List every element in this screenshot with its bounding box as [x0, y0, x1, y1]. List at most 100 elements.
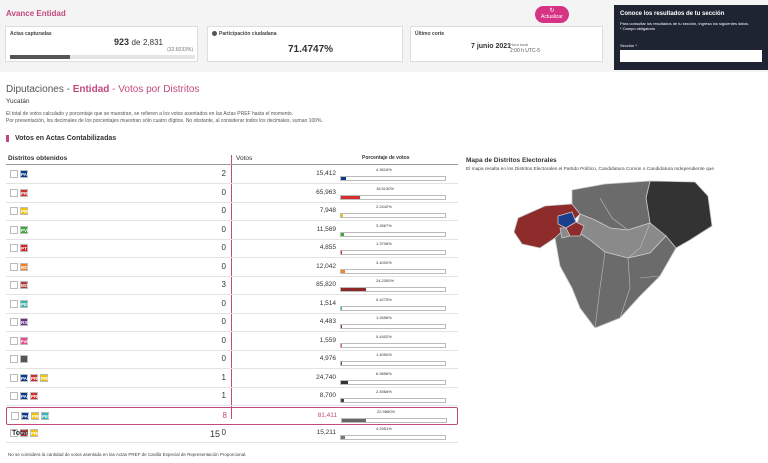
percent-bar-fill [341, 380, 349, 384]
percent-bar-fill [341, 288, 367, 291]
votes-value: 15,211 [316, 429, 336, 436]
party-logo-icon [10, 244, 18, 252]
party-logo-icon: PRD [20, 207, 31, 215]
refresh-button[interactable]: ↻ Actualizar [535, 6, 569, 23]
votes-value: 24,740 [316, 373, 336, 381]
actas-percent: (32.6033%) [167, 47, 193, 53]
refresh-icon: ↻ [549, 8, 555, 14]
percent-label: 1.3708% [376, 241, 392, 246]
district-south[interactable] [554, 223, 677, 329]
table-row: PAN PRI PRD 1 24,740 6.9858% [6, 370, 458, 388]
corte-label: Último corte [415, 31, 445, 37]
distritos-won: 0 [221, 243, 226, 252]
votes-value: 11,569 [316, 225, 336, 233]
party-logo-icon: PAN [21, 411, 32, 420]
percent-bar [340, 268, 446, 274]
info-icon [212, 31, 217, 37]
percent-label: 0.4275% [376, 296, 392, 302]
percent-label: 22.9880% [377, 408, 396, 414]
votes-value: 8,700 [319, 392, 336, 399]
percent-label: 4.3616% [376, 167, 392, 172]
party-logo-icon [10, 188, 18, 197]
percent-bar [341, 417, 447, 423]
party-logo-icon: PRD [30, 429, 41, 437]
percent-bar [340, 435, 446, 440]
table-row: PRI PRD 0 15,211 4.2951% [6, 425, 458, 443]
table-row: RSP 0 4,483 1.2658% [6, 314, 458, 332]
map-title: Mapa de Distritos Electorales [466, 157, 557, 164]
percent-label: 24.2300% [376, 278, 395, 283]
percent-bar-fill [341, 269, 345, 273]
distritos-won: 0 [221, 428, 226, 437]
votes-value: 12,042 [316, 262, 336, 270]
distritos-won: 0 [221, 354, 226, 363]
actas-value: 923 [114, 37, 130, 47]
votes-value: 85,820 [316, 281, 336, 288]
party-logo-icon [10, 373, 18, 382]
distritos-won: 0 [221, 224, 226, 234]
entity-tab[interactable]: Entidad [72, 84, 110, 95]
col-votos: Votos [236, 155, 253, 162]
actas-progress-bar [10, 55, 195, 59]
percent-bar-fill [341, 436, 346, 439]
seccion-title: Conoce los resultados de tu sección [620, 11, 725, 17]
table-row: PAN 2 15,412 4.3616% [6, 166, 458, 184]
party-logo-icon: MOR [20, 281, 32, 289]
percent-bar-fill [341, 325, 343, 328]
table-row: 0 4,976 1.4050% [6, 351, 458, 369]
actas-de: de [131, 38, 141, 47]
party-logo-icon [10, 225, 18, 234]
party-logo-icon: PAN [20, 170, 31, 178]
votes-value: 1,559 [319, 336, 336, 344]
subsection-title: Votos en Actas Contabilizadas [6, 135, 116, 142]
party-logo-icon: PVEM [20, 225, 34, 234]
party-logo-icon [10, 170, 18, 178]
district-borders [594, 197, 661, 329]
seccion-required: * Campo obligatorio [620, 26, 656, 31]
percent-bar-fill [341, 177, 346, 180]
party-logo-icon: PRI [30, 392, 39, 400]
party-logo-icon: PAN [20, 373, 31, 382]
corte-hora-label: Hora local [510, 42, 529, 47]
percent-bar-fill [341, 362, 343, 365]
seccion-input[interactable] [620, 50, 762, 62]
percent-bar [340, 361, 446, 366]
percent-bar-fill [341, 343, 343, 347]
table-row: PAN PRI 1 8,700 2.4566% [6, 388, 458, 406]
seccion-panel: Conoce los resultados de tu sección Para… [614, 5, 768, 70]
votes-value: 4,855 [319, 244, 336, 251]
percent-bar [340, 250, 446, 255]
party-logo-icon [10, 207, 18, 215]
map-subtitle: El mapa resalta en los Distritos Elector… [466, 167, 714, 172]
table-row: PRI 0 65,963 18.5130% [6, 185, 458, 203]
party-logo-icon: PRI [20, 429, 29, 437]
percent-label: 18.5130% [376, 185, 395, 191]
distritos-won: 2 [221, 169, 226, 178]
party-logo-icon [10, 262, 18, 271]
col-distritos: Distritos obtenidos [8, 155, 68, 162]
actas-total: 2,831 [142, 38, 163, 47]
percent-bar [340, 287, 446, 292]
district-map[interactable] [500, 178, 725, 338]
party-logo-icon [10, 429, 18, 437]
state-name: Yucatán [6, 98, 30, 105]
distritos-won: 0 [221, 206, 226, 215]
percent-bar [340, 379, 446, 385]
page-title: Diputaciones - Entidad - Votos por Distr… [6, 84, 200, 95]
percent-bar [340, 194, 446, 200]
district-merida-3[interactable] [559, 227, 571, 239]
party-logo-icon: FxM [20, 336, 30, 345]
table-row: PRD 0 7,948 2.2442% [6, 203, 458, 221]
table-row: PVEM 0 11,569 3.2667% [6, 222, 458, 240]
party-logo-icon: PRD [31, 411, 42, 420]
table-row: PES 0 1,514 0.4275% [6, 296, 458, 314]
percent-label: 2.2442% [376, 204, 392, 209]
column-divider [231, 155, 232, 419]
percent-bar [340, 305, 446, 311]
percent-bar [340, 176, 446, 181]
votes-value: 7,948 [319, 207, 336, 214]
party-logo-icon: PRI [20, 188, 29, 197]
party-logo-icon [10, 281, 18, 289]
distritos-won: 0 [221, 187, 226, 197]
party-logo-icon: RSP [20, 318, 31, 326]
